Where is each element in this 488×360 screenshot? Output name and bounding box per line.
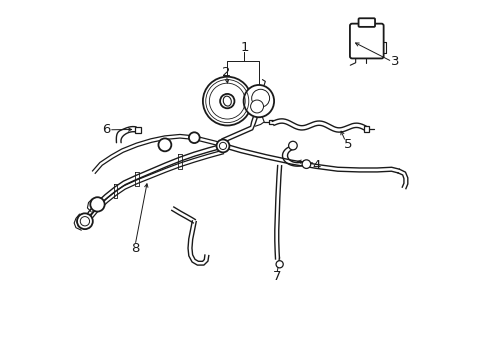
Circle shape — [302, 160, 310, 168]
Text: 5: 5 — [344, 138, 352, 150]
Text: 1: 1 — [240, 41, 248, 54]
FancyBboxPatch shape — [349, 24, 383, 58]
Circle shape — [216, 139, 229, 152]
Text: 6: 6 — [102, 123, 110, 136]
Bar — [363, 126, 368, 132]
Text: 3: 3 — [390, 55, 399, 68]
Circle shape — [188, 132, 199, 143]
Ellipse shape — [243, 85, 274, 117]
Circle shape — [220, 94, 234, 108]
Text: 2: 2 — [222, 66, 230, 79]
Circle shape — [250, 100, 263, 113]
Circle shape — [90, 197, 104, 212]
Text: 4: 4 — [311, 159, 320, 172]
Bar — [135, 127, 140, 133]
Circle shape — [158, 138, 171, 151]
Text: 8: 8 — [131, 242, 139, 255]
Ellipse shape — [223, 96, 231, 106]
Circle shape — [276, 261, 283, 268]
Circle shape — [203, 77, 251, 126]
Circle shape — [288, 141, 297, 150]
Circle shape — [251, 89, 269, 107]
Text: 7: 7 — [272, 270, 281, 283]
FancyBboxPatch shape — [358, 18, 374, 27]
Circle shape — [77, 213, 93, 229]
